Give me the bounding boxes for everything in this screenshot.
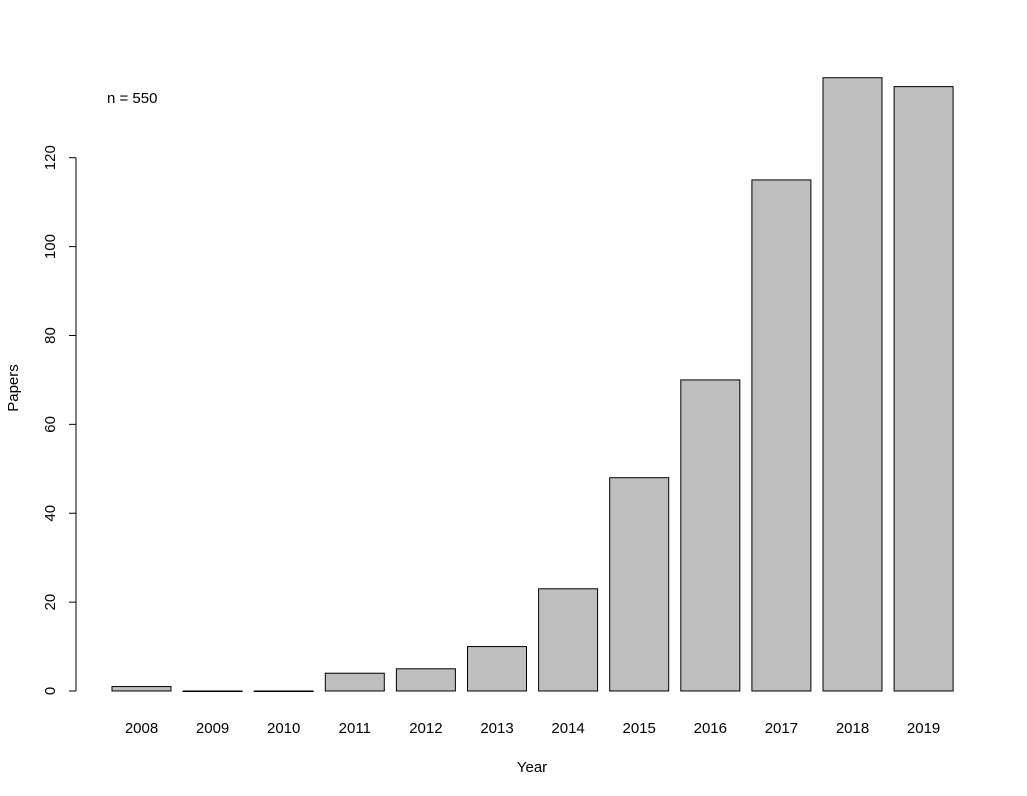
y-axis: 0 20 40 60 80 100 120: [42, 145, 77, 695]
y-tick-label: 100: [42, 234, 59, 259]
x-axis-labels: 2008 2009 2010 2011 2012 2013 2014 2015 2016 2017…: [125, 720, 940, 737]
bar-2010: [253, 690, 314, 692]
y-tick-label: 0: [42, 687, 59, 695]
y-tick-label: 80: [42, 327, 59, 344]
bar-2015: [609, 477, 670, 692]
bar-2018: [822, 77, 883, 692]
x-tick-label-2017: 2017: [765, 720, 798, 737]
bars: [111, 77, 954, 692]
y-tick-label: 40: [42, 505, 59, 522]
bar-2011: [324, 672, 385, 692]
x-tick-label-2008: 2008: [125, 720, 158, 737]
bar-2019: [893, 86, 954, 692]
y-tick-label: 120: [42, 145, 59, 170]
bar-2009: [182, 690, 243, 692]
x-tick-label-2018: 2018: [836, 720, 869, 737]
y-tick-label: 60: [42, 416, 59, 433]
y-tick-label: 20: [42, 594, 59, 611]
x-tick-label-2014: 2014: [551, 720, 584, 737]
y-axis-title: Papers: [5, 364, 22, 412]
x-tick-label-2016: 2016: [694, 720, 727, 737]
bar-2014: [538, 588, 599, 692]
x-tick-label-2009: 2009: [196, 720, 229, 737]
bar-2016: [680, 379, 741, 692]
bar-2012: [395, 668, 456, 692]
bar-2013: [467, 646, 527, 692]
bar-2008: [111, 686, 172, 692]
x-axis-title: Year: [517, 759, 547, 776]
x-tick-label-2011: 2011: [339, 720, 371, 737]
x-tick-label-2012: 2012: [409, 720, 442, 737]
x-tick-label-2015: 2015: [623, 720, 656, 737]
x-tick-label-2013: 2013: [480, 720, 513, 737]
sample-size-annotation: n = 550: [107, 90, 157, 107]
x-tick-label-2010: 2010: [267, 720, 300, 737]
x-tick-label-2019: 2019: [907, 720, 940, 737]
bar-2017: [751, 179, 812, 692]
